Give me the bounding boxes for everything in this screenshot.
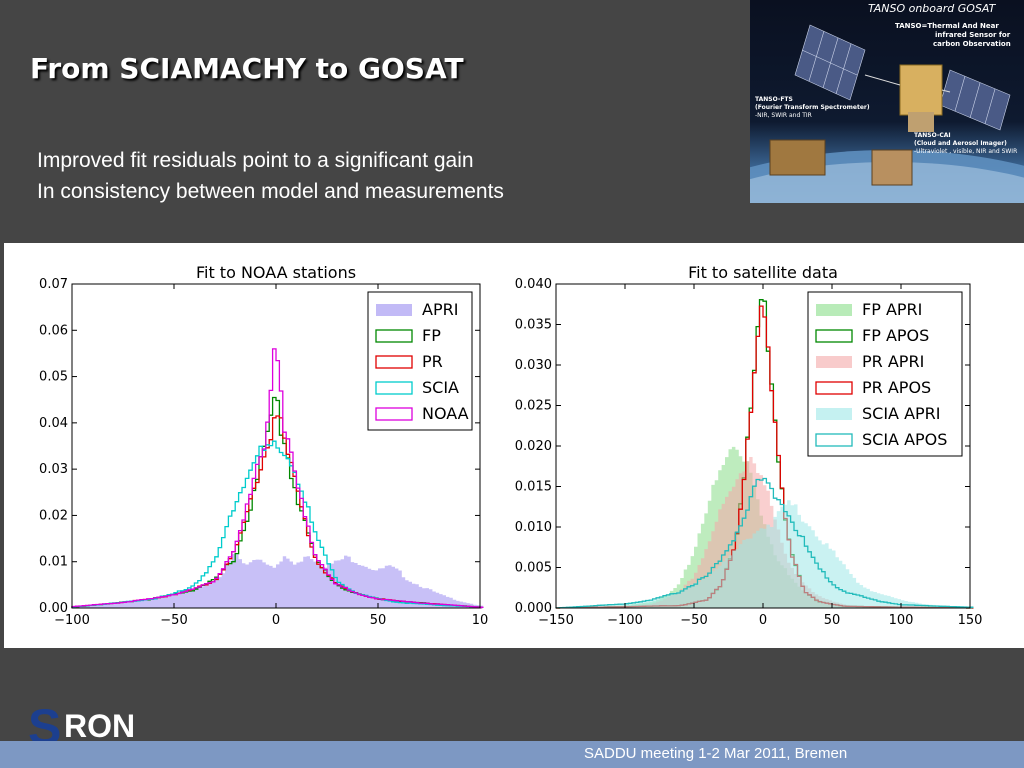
legend-label: PR	[422, 352, 443, 371]
x-tick-label: −50	[160, 613, 187, 628]
y-tick-label: 0.025	[515, 399, 552, 414]
footer-bar	[0, 741, 1024, 768]
y-tick-label: 0.040	[515, 277, 552, 292]
legend-swatch	[815, 329, 853, 343]
y-tick-label: 0.010	[515, 520, 552, 535]
tanso-cai-label: TANSO-CAI (Cloud and Aerosol Imager) -Ul…	[914, 132, 1018, 155]
x-tick-label: −150	[538, 613, 574, 628]
y-tick-label: 0.005	[515, 561, 552, 576]
legend-label: SCIA APOS	[862, 430, 947, 449]
legend-label: SCIA	[422, 378, 459, 397]
legend-label: PR APRI	[862, 352, 924, 371]
y-tick-label: 0.05	[39, 370, 68, 385]
x-tick-label: 50	[824, 613, 841, 628]
chart-title: Fit to NOAA stations	[196, 263, 356, 282]
legend-label: FP APOS	[862, 326, 929, 345]
tanso-label: TANSO=Thermal And Near infrared Sensor f…	[895, 22, 1011, 48]
tanso-fts-label: TANSO-FTS (Fourier Transform Spectromete…	[755, 96, 870, 119]
gosat-satellite-image: TANSO onboard GOSAT TANSO=Thermal And Ne…	[750, 0, 1024, 203]
legend-label: SCIA APRI	[862, 404, 941, 423]
legend: APRI FP PR SCIA NOAA	[367, 291, 473, 431]
y-tick-label: 0.02	[39, 508, 68, 523]
y-tick-label: 0.015	[515, 480, 552, 495]
series-noaa-line	[71, 348, 484, 609]
x-tick-label: 150	[958, 613, 983, 628]
y-tick-label: 0.035	[515, 318, 552, 333]
legend-label: PR APOS	[862, 378, 931, 397]
legend-label: FP	[422, 326, 441, 345]
legend-label: NOAA	[422, 404, 469, 423]
slide-subtitle: Improved fit residuals point to a signif…	[37, 145, 504, 207]
legend: FP APRI FP APOS PR APRI PR APOS SCIA APRI SCI…	[807, 291, 963, 457]
satellite-illustration	[750, 24, 1024, 203]
x-tick-label: −50	[680, 613, 707, 628]
chart-noaa-stations: Fit to NOAA stations −100 −50 0 50 10 0.00 0.01…	[39, 263, 489, 628]
series-scia-apos-line	[555, 477, 974, 609]
legend-swatch	[375, 407, 413, 421]
legend-label: APRI	[422, 300, 458, 319]
x-tick-label: −100	[607, 613, 643, 628]
legend-swatch	[375, 355, 413, 369]
satellite-image-title: TANSO onboard GOSAT	[868, 2, 996, 15]
y-tick-label: 0.030	[515, 358, 552, 373]
y-tick-label: 0.01	[39, 555, 68, 570]
legend-swatch	[375, 381, 413, 395]
legend-swatch	[815, 381, 853, 395]
series-scia-apri-area	[556, 500, 974, 608]
subtitle-line-2: In consistency between model and measure…	[37, 180, 504, 203]
y-tick-label: 0.04	[39, 416, 68, 431]
subtitle-line-1: Improved fit residuals point to a signif…	[37, 149, 474, 172]
x-tick-label: 10	[472, 613, 489, 628]
legend-swatch	[816, 356, 852, 368]
y-tick-label: 0.07	[39, 277, 68, 292]
x-tick-label: 0	[272, 613, 280, 628]
x-tick-label: 100	[889, 613, 914, 628]
legend-box	[807, 291, 963, 457]
y-tick-label: 0.03	[39, 462, 68, 477]
series-scia-line	[71, 440, 484, 609]
y-tick-label: 0.020	[515, 439, 552, 454]
legend-label: FP APRI	[862, 300, 922, 319]
x-tick-label: 0	[759, 613, 767, 628]
y-tick-label: 0.06	[39, 323, 68, 338]
legend-swatch	[376, 304, 412, 316]
footer-text: SADDU meeting 1-2 Mar 2011, Bremen	[584, 745, 848, 762]
x-tick-label: 50	[370, 613, 387, 628]
chart-title: Fit to satellite data	[688, 263, 838, 282]
chart-satellite-data: Fit to satellite data −150 −100 −50 0 50 100 15…	[515, 263, 983, 628]
plots-panel: Fit to NOAA stations −100 −50 0 50 10 0.00 0.01…	[4, 243, 1024, 648]
y-tick-label: 0.00	[39, 601, 68, 616]
legend-swatch	[816, 304, 852, 316]
legend-swatch	[816, 408, 852, 420]
slide-title: From SCIAMACHY to GOSAT	[30, 52, 464, 85]
x-tick-label: −100	[54, 613, 90, 628]
legend-swatch	[375, 329, 413, 343]
legend-swatch	[815, 433, 853, 447]
logo-text-ron: RON	[64, 708, 136, 744]
y-tick-label: 0.000	[515, 601, 552, 616]
